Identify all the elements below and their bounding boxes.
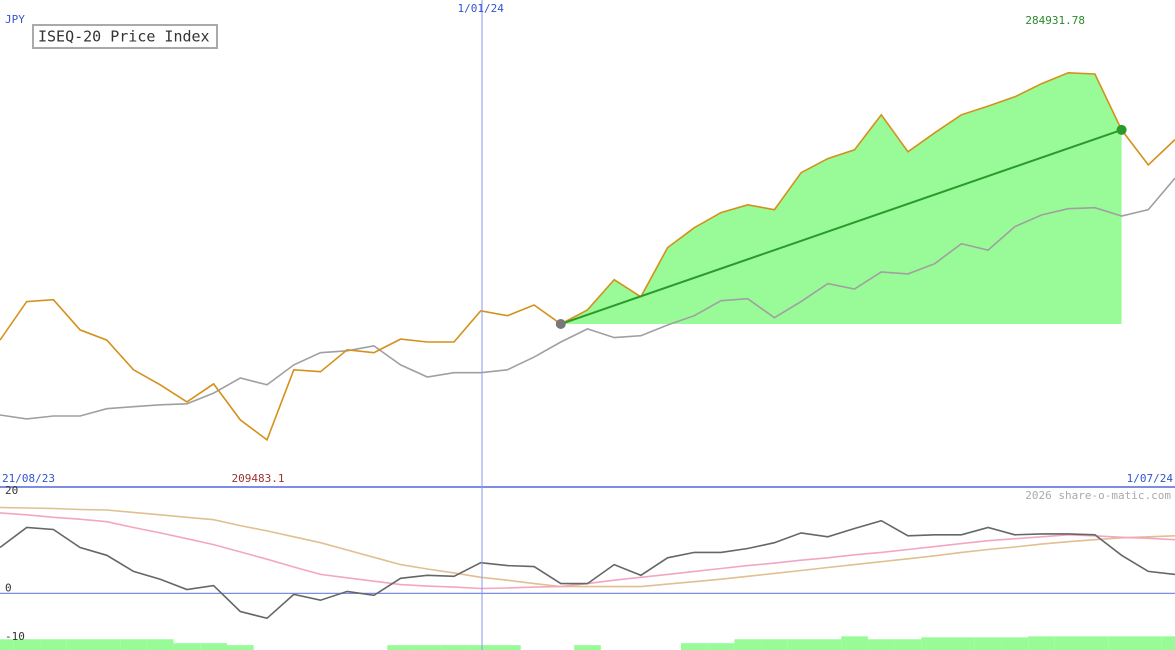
series-line — [0, 519, 1175, 620]
max-label: 284931.78 — [1025, 14, 1085, 27]
osc-bar — [387, 645, 414, 650]
osc-bar — [93, 639, 121, 650]
osc-bar — [440, 645, 468, 650]
y-tick-label: 0 — [5, 581, 12, 594]
gain-area — [560, 72, 1122, 325]
x-tick-label: 21/08/23 — [2, 472, 55, 485]
osc-bar — [1054, 636, 1082, 650]
y-tick-label: -10 — [5, 630, 25, 643]
osc-bar — [146, 639, 174, 650]
osc-bar — [66, 639, 94, 650]
osc-bar — [894, 639, 922, 650]
x-tick-label: 1/07/24 — [1127, 472, 1174, 485]
osc-bar — [841, 636, 868, 650]
oscillator-bars — [0, 636, 1175, 650]
min-label: 209483.1 — [232, 472, 285, 485]
osc-bar — [680, 643, 708, 650]
osc-bar — [734, 639, 762, 650]
osc-bar — [761, 639, 788, 650]
osc-bar — [0, 639, 14, 650]
osc-bar — [1028, 636, 1055, 650]
osc-bar — [1134, 636, 1162, 650]
series-line — [0, 177, 1175, 420]
trend-line — [560, 128, 1122, 325]
osc-bar — [40, 639, 67, 650]
osc-bar — [1161, 636, 1175, 650]
title-box — [32, 24, 218, 49]
series-line — [0, 71, 1175, 442]
osc-bar — [494, 645, 521, 650]
x-tick-label: 1/01/24 — [458, 2, 505, 15]
osc-bar — [867, 639, 895, 650]
osc-bar — [948, 637, 975, 650]
osc-bar — [921, 637, 949, 650]
osc-bar — [467, 645, 495, 650]
osc-bar — [173, 643, 201, 650]
osc-bar — [574, 645, 601, 650]
oscillator-panel — [0, 506, 1175, 620]
trend-end — [1116, 124, 1127, 135]
osc-bar — [707, 643, 735, 650]
trend-start — [555, 319, 566, 330]
osc-bar — [974, 637, 1002, 650]
series-line — [0, 506, 1175, 588]
osc-bar — [413, 645, 441, 650]
osc-bar — [1001, 637, 1029, 650]
osc-bar — [200, 643, 227, 650]
series-line — [0, 512, 1175, 590]
price-panel — [0, 71, 1175, 442]
currency-label: JPY — [5, 13, 25, 26]
y-tick-label: 20 — [5, 484, 18, 497]
osc-bar — [814, 639, 842, 650]
osc-bar — [787, 639, 815, 650]
osc-bar — [13, 639, 41, 650]
osc-bar — [120, 639, 147, 650]
osc-bar — [226, 645, 254, 650]
osc-bar — [1108, 636, 1135, 650]
chart-title: ISEQ-20 Price Index — [38, 28, 210, 46]
watermark: 2026 share-o-matic.com — [1025, 489, 1171, 502]
osc-bar — [1081, 636, 1109, 650]
